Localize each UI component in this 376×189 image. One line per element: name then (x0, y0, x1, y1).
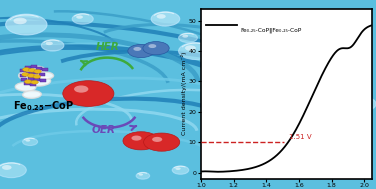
Circle shape (301, 163, 309, 166)
Circle shape (297, 161, 320, 172)
Circle shape (179, 33, 197, 43)
Circle shape (123, 132, 159, 150)
Circle shape (152, 137, 162, 142)
Circle shape (41, 40, 64, 51)
Circle shape (45, 42, 53, 45)
Bar (20, 74, 26, 77)
Bar (32, 71, 38, 74)
Circle shape (151, 12, 180, 26)
Text: OER: OER (92, 125, 116, 135)
Circle shape (27, 74, 35, 77)
Circle shape (2, 165, 12, 170)
Ellipse shape (15, 83, 36, 91)
Ellipse shape (23, 91, 41, 98)
Text: 1.51 V: 1.51 V (289, 133, 312, 139)
Bar (20, 69, 26, 72)
Circle shape (139, 174, 143, 176)
Text: HER: HER (96, 42, 120, 52)
Circle shape (310, 27, 352, 48)
Bar (42, 68, 48, 71)
Text: $\mathbf{Fe_{0.25}}$$\mathbf{-CoP}$: $\mathbf{Fe_{0.25}}$$\mathbf{-CoP}$ (13, 100, 74, 113)
Bar (24, 82, 30, 85)
Circle shape (33, 75, 41, 78)
Ellipse shape (28, 77, 51, 86)
Circle shape (338, 66, 361, 77)
Circle shape (23, 68, 30, 71)
Circle shape (128, 44, 154, 58)
Circle shape (175, 167, 180, 170)
Circle shape (0, 163, 26, 178)
Circle shape (346, 96, 376, 112)
Circle shape (6, 14, 47, 35)
Bar (39, 73, 45, 76)
Circle shape (22, 73, 29, 76)
Circle shape (338, 132, 346, 136)
Circle shape (156, 14, 166, 19)
Ellipse shape (26, 66, 45, 74)
Circle shape (352, 99, 361, 104)
Circle shape (72, 14, 93, 24)
Circle shape (63, 81, 114, 106)
Bar (25, 66, 31, 69)
Y-axis label: Current density/(mA cm⁻²): Current density/(mA cm⁻²) (181, 52, 187, 135)
Circle shape (14, 18, 27, 24)
Ellipse shape (19, 70, 43, 81)
Circle shape (26, 139, 30, 142)
Circle shape (133, 47, 141, 51)
Circle shape (136, 172, 150, 179)
Circle shape (185, 45, 196, 51)
Circle shape (28, 68, 36, 72)
Circle shape (74, 85, 88, 93)
Circle shape (333, 129, 359, 143)
Circle shape (343, 68, 350, 72)
Bar (28, 77, 34, 81)
Circle shape (318, 31, 331, 37)
Bar (34, 78, 40, 81)
Circle shape (34, 70, 41, 73)
Circle shape (143, 42, 169, 55)
Bar (30, 83, 36, 86)
Circle shape (149, 44, 156, 48)
Bar (40, 79, 46, 82)
Circle shape (31, 80, 38, 84)
Bar (21, 78, 27, 81)
Text: Fe₀.₂₅-CoP‖Fe₀.₂₅-CoP: Fe₀.₂₅-CoP‖Fe₀.₂₅-CoP (240, 27, 302, 33)
Ellipse shape (37, 72, 53, 79)
Circle shape (182, 35, 188, 38)
Circle shape (23, 138, 38, 146)
Circle shape (172, 166, 189, 174)
Bar (26, 72, 32, 75)
Bar (36, 67, 42, 70)
Circle shape (132, 136, 141, 141)
Circle shape (179, 43, 212, 60)
Bar (31, 65, 37, 68)
Circle shape (24, 80, 32, 84)
Circle shape (144, 133, 180, 151)
Circle shape (76, 15, 83, 19)
